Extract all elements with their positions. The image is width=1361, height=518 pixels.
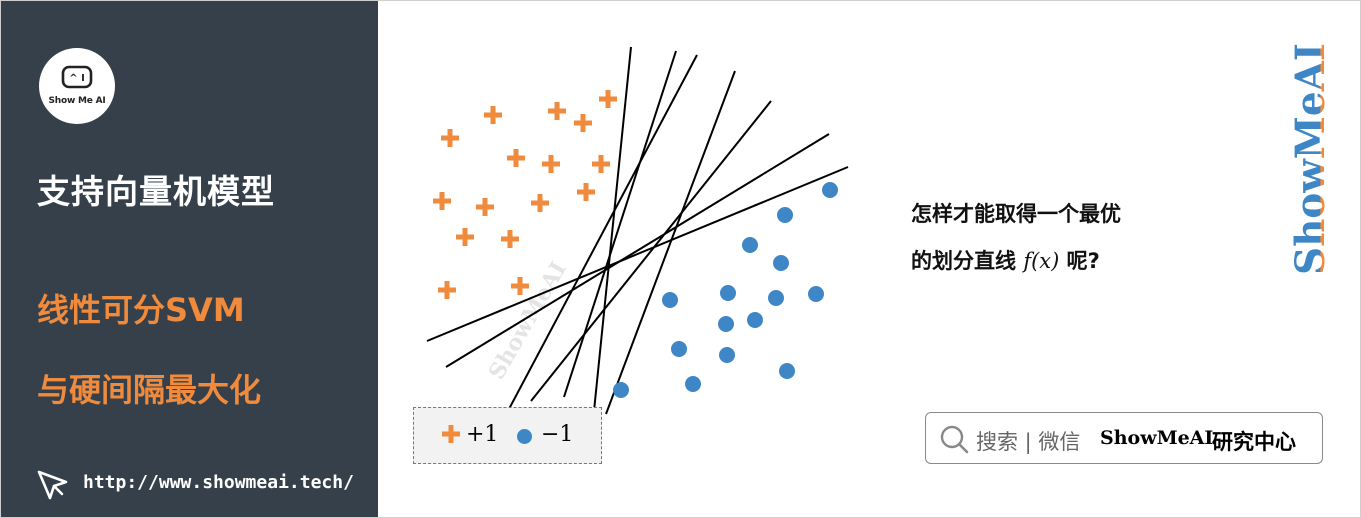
negative-point bbox=[768, 290, 784, 306]
plus-marker-icon bbox=[442, 425, 460, 443]
legend: +1 −1 bbox=[413, 407, 602, 464]
legend-negative-label: −1 bbox=[541, 422, 574, 447]
svm-scatter-plot: ShowMeAI bbox=[426, 46, 849, 415]
search-box[interactable]: 搜索 | 微信 ShowMeAI 研究中心 bbox=[925, 412, 1323, 464]
negative-point bbox=[822, 182, 838, 198]
negative-point bbox=[742, 237, 758, 253]
question-line2: 的划分直线 f(x) 呢? bbox=[911, 238, 1121, 285]
question-formula: f(x) bbox=[1023, 249, 1060, 273]
negative-point bbox=[777, 207, 793, 223]
negative-point bbox=[808, 286, 824, 302]
negative-point bbox=[719, 347, 735, 363]
separating-line-7 bbox=[426, 166, 849, 342]
website-link[interactable]: http://www.showmeai.tech/ bbox=[83, 472, 354, 493]
positive-point bbox=[511, 277, 529, 295]
negative-point bbox=[685, 376, 701, 392]
separating-line-4 bbox=[605, 70, 736, 415]
search-brand: ShowMeAI bbox=[1100, 427, 1214, 449]
positive-point bbox=[484, 106, 502, 124]
positive-point bbox=[531, 194, 549, 212]
separating-line-5 bbox=[530, 100, 772, 402]
search-icon bbox=[940, 425, 969, 454]
negative-point bbox=[773, 255, 789, 271]
positive-point bbox=[592, 155, 610, 173]
positive-point bbox=[577, 183, 595, 201]
logo-text: Show Me AI bbox=[48, 96, 106, 106]
legend-positive-label: +1 bbox=[466, 422, 499, 447]
separating-line-1 bbox=[593, 46, 632, 412]
negative-point bbox=[720, 285, 736, 301]
subtitle-line1: 线性可分SVM bbox=[37, 291, 245, 329]
positive-point bbox=[548, 102, 566, 120]
negative-point bbox=[718, 316, 734, 332]
cursor-icon bbox=[37, 470, 68, 500]
brand-watermark-text: ShowMeAI bbox=[1288, 43, 1332, 275]
question-text: 怎样才能取得一个最优 的划分直线 f(x) 呢? bbox=[911, 191, 1121, 285]
page-title: 支持向量机模型 bbox=[37, 172, 275, 211]
positive-point bbox=[574, 114, 592, 132]
separating-line-2 bbox=[563, 50, 677, 398]
negative-point bbox=[671, 341, 687, 357]
search-label: 搜索 | 微信 bbox=[976, 430, 1081, 454]
positive-point bbox=[456, 228, 474, 246]
positive-point bbox=[507, 149, 525, 167]
robot-icon: ^ I bbox=[61, 65, 93, 89]
positive-point bbox=[599, 90, 617, 108]
search-center: 研究中心 bbox=[1212, 430, 1296, 454]
question-line1: 怎样才能取得一个最优 bbox=[911, 202, 1121, 226]
separating-line-3 bbox=[508, 54, 698, 410]
positive-point bbox=[433, 192, 451, 210]
positive-point bbox=[438, 281, 456, 299]
logo: ^ I Show Me AI bbox=[39, 48, 115, 124]
negative-point bbox=[779, 363, 795, 379]
subtitle-line2: 与硬间隔最大化 bbox=[37, 371, 262, 409]
negative-point bbox=[613, 382, 629, 398]
positive-point bbox=[501, 230, 519, 248]
negative-point bbox=[747, 312, 763, 328]
positive-point bbox=[476, 198, 494, 216]
positive-point bbox=[542, 155, 560, 173]
sidebar: ^ I Show Me AI 支持向量机模型 线性可分SVM 与硬间隔最大化 h… bbox=[1, 1, 378, 517]
dot-marker-icon bbox=[517, 429, 532, 444]
separating-line-6 bbox=[445, 133, 830, 368]
brand-watermark: ShowMeAI bbox=[1288, 43, 1332, 275]
question-prefix: 的划分直线 bbox=[911, 249, 1016, 273]
svg-text:^ I: ^ I bbox=[69, 73, 85, 84]
positive-point bbox=[441, 129, 459, 147]
negative-point bbox=[662, 292, 678, 308]
question-suffix: 呢? bbox=[1066, 249, 1100, 273]
